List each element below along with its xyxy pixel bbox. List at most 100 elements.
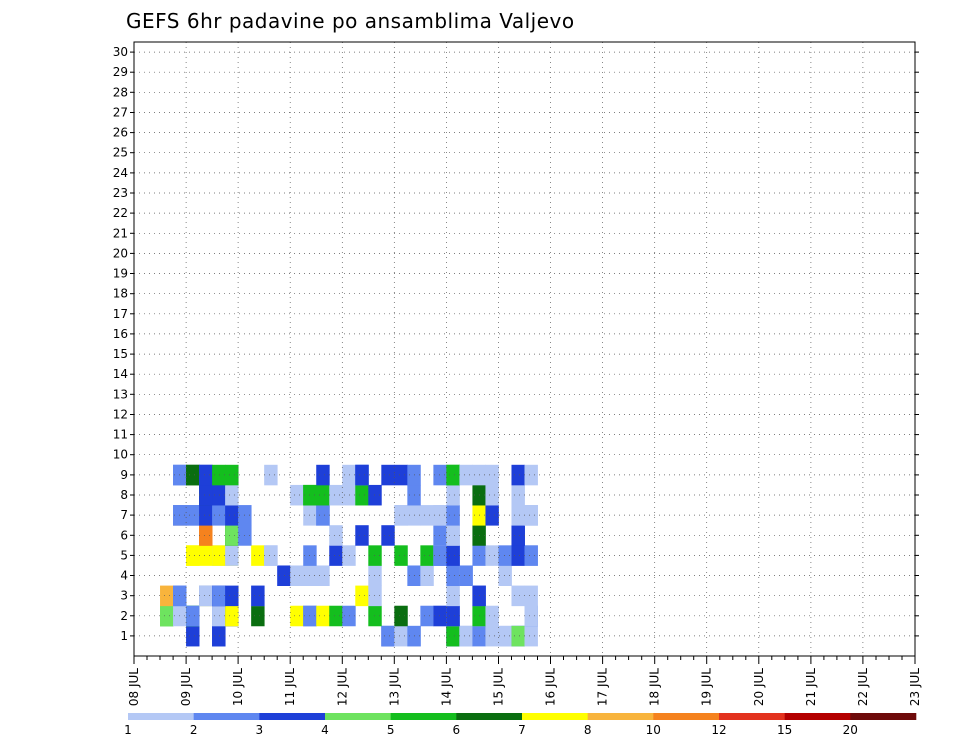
heatmap-cell bbox=[316, 505, 330, 526]
heatmap-cell bbox=[329, 484, 343, 506]
heatmap-cell bbox=[212, 464, 226, 486]
heatmap-cell bbox=[342, 605, 356, 627]
heatmap-cell bbox=[316, 484, 330, 506]
y-tick-label: 26 bbox=[113, 126, 128, 140]
heatmap-cell bbox=[160, 605, 174, 627]
heatmap-cell bbox=[264, 464, 278, 486]
heatmap-cell bbox=[277, 565, 291, 586]
legend-label: 6 bbox=[452, 723, 460, 737]
heatmap-cell bbox=[485, 464, 499, 486]
x-tick-label: 14 JUL bbox=[439, 668, 453, 706]
heatmap-cell bbox=[381, 625, 395, 647]
heatmap-cell bbox=[381, 525, 395, 546]
heatmap-cell bbox=[186, 605, 200, 627]
y-tick-label: 21 bbox=[113, 226, 128, 240]
y-tick-label: 20 bbox=[113, 246, 128, 260]
heatmap-cell bbox=[251, 545, 265, 566]
legend-swatch bbox=[128, 713, 194, 720]
heatmap-cell bbox=[212, 625, 226, 647]
heatmap-cell bbox=[381, 464, 395, 486]
heatmap-cell bbox=[199, 464, 213, 486]
heatmap-cell bbox=[459, 464, 473, 486]
heatmap-cell bbox=[524, 505, 538, 526]
heatmap-cell bbox=[368, 545, 382, 566]
chart-title: GEFS 6hr padavine po ansamblima Valjevo bbox=[126, 9, 575, 33]
legend-label: 8 bbox=[584, 723, 592, 737]
y-tick-label: 17 bbox=[113, 307, 128, 321]
heatmap-cell bbox=[485, 484, 499, 506]
heatmap-cell bbox=[342, 464, 356, 486]
heatmap-cell bbox=[433, 545, 447, 566]
x-tick-label: 15 JUL bbox=[492, 668, 506, 706]
legend-label: 12 bbox=[711, 723, 726, 737]
heatmap-cell bbox=[212, 605, 226, 627]
heatmap-cell bbox=[446, 525, 460, 546]
x-tick-label: 21 JUL bbox=[804, 668, 818, 706]
heatmap-cell bbox=[433, 505, 447, 526]
heatmap-cell bbox=[446, 625, 460, 647]
heatmap-cells bbox=[160, 464, 538, 647]
legend-swatch bbox=[390, 713, 457, 720]
heatmap-cell bbox=[394, 464, 408, 486]
heatmap-cell bbox=[368, 605, 382, 627]
heatmap-cell bbox=[212, 484, 226, 506]
heatmap-cell bbox=[355, 525, 369, 546]
x-tick-label: 17 JUL bbox=[596, 668, 610, 706]
y-tick-label: 5 bbox=[120, 548, 128, 562]
heatmap-cell bbox=[251, 585, 265, 607]
heatmap-cell bbox=[342, 545, 356, 566]
y-tick-label: 6 bbox=[120, 528, 128, 542]
heatmap-cell bbox=[498, 545, 512, 566]
y-axis: 1234567891011121314151617181920212223242… bbox=[113, 45, 919, 643]
heatmap-cell bbox=[433, 464, 447, 486]
heatmap-cell bbox=[511, 625, 525, 647]
x-tick-label: 23 JUL bbox=[908, 668, 922, 706]
heatmap-cell bbox=[524, 585, 538, 607]
y-tick-label: 2 bbox=[120, 609, 128, 623]
heatmap-cell bbox=[199, 585, 213, 607]
legend-swatch bbox=[456, 713, 523, 720]
x-tick-label: 20 JUL bbox=[752, 668, 766, 706]
heatmap-cell bbox=[290, 605, 304, 627]
heatmap-cell bbox=[212, 545, 226, 566]
legend-label: 2 bbox=[190, 723, 198, 737]
heatmap-cell bbox=[485, 625, 499, 647]
y-tick-label: 12 bbox=[113, 408, 128, 422]
heatmap-cell bbox=[199, 505, 213, 526]
y-tick-label: 29 bbox=[113, 65, 128, 79]
heatmap-cell bbox=[316, 464, 330, 486]
heatmap-cell bbox=[199, 525, 213, 546]
y-tick-label: 16 bbox=[113, 327, 128, 341]
heatmap-cell bbox=[225, 585, 239, 607]
x-tick-label: 09 JUL bbox=[179, 668, 193, 706]
y-tick-label: 22 bbox=[113, 206, 128, 220]
heatmap-cell bbox=[290, 484, 304, 506]
x-tick-label: 12 JUL bbox=[335, 668, 349, 706]
legend-label: 5 bbox=[387, 723, 395, 737]
heatmap-cell bbox=[225, 464, 239, 486]
heatmap-cell bbox=[264, 545, 278, 566]
heatmap-cell bbox=[498, 565, 512, 586]
heatmap-cell bbox=[394, 545, 408, 566]
legend-swatch bbox=[325, 713, 391, 720]
x-tick-label: 18 JUL bbox=[648, 668, 662, 706]
y-tick-label: 27 bbox=[113, 106, 128, 120]
heatmap-cell bbox=[160, 585, 174, 607]
y-tick-label: 23 bbox=[113, 186, 128, 200]
heatmap-cell bbox=[446, 585, 460, 607]
legend-label: 3 bbox=[255, 723, 263, 737]
legend-label: 10 bbox=[646, 723, 661, 737]
y-tick-label: 25 bbox=[113, 146, 128, 160]
y-tick-label: 11 bbox=[113, 428, 128, 442]
heatmap-cell bbox=[524, 625, 538, 647]
heatmap-cell bbox=[186, 464, 200, 486]
heatmap-cell bbox=[511, 464, 525, 486]
heatmap-cell bbox=[485, 605, 499, 627]
heatmap-cell bbox=[186, 545, 200, 566]
heatmap-cell bbox=[524, 464, 538, 486]
heatmap-cell bbox=[511, 545, 525, 566]
x-tick-label: 11 JUL bbox=[283, 668, 297, 706]
heatmap-cell bbox=[186, 505, 200, 526]
heatmap-cell bbox=[225, 525, 239, 546]
heatmap-cell bbox=[485, 545, 499, 566]
